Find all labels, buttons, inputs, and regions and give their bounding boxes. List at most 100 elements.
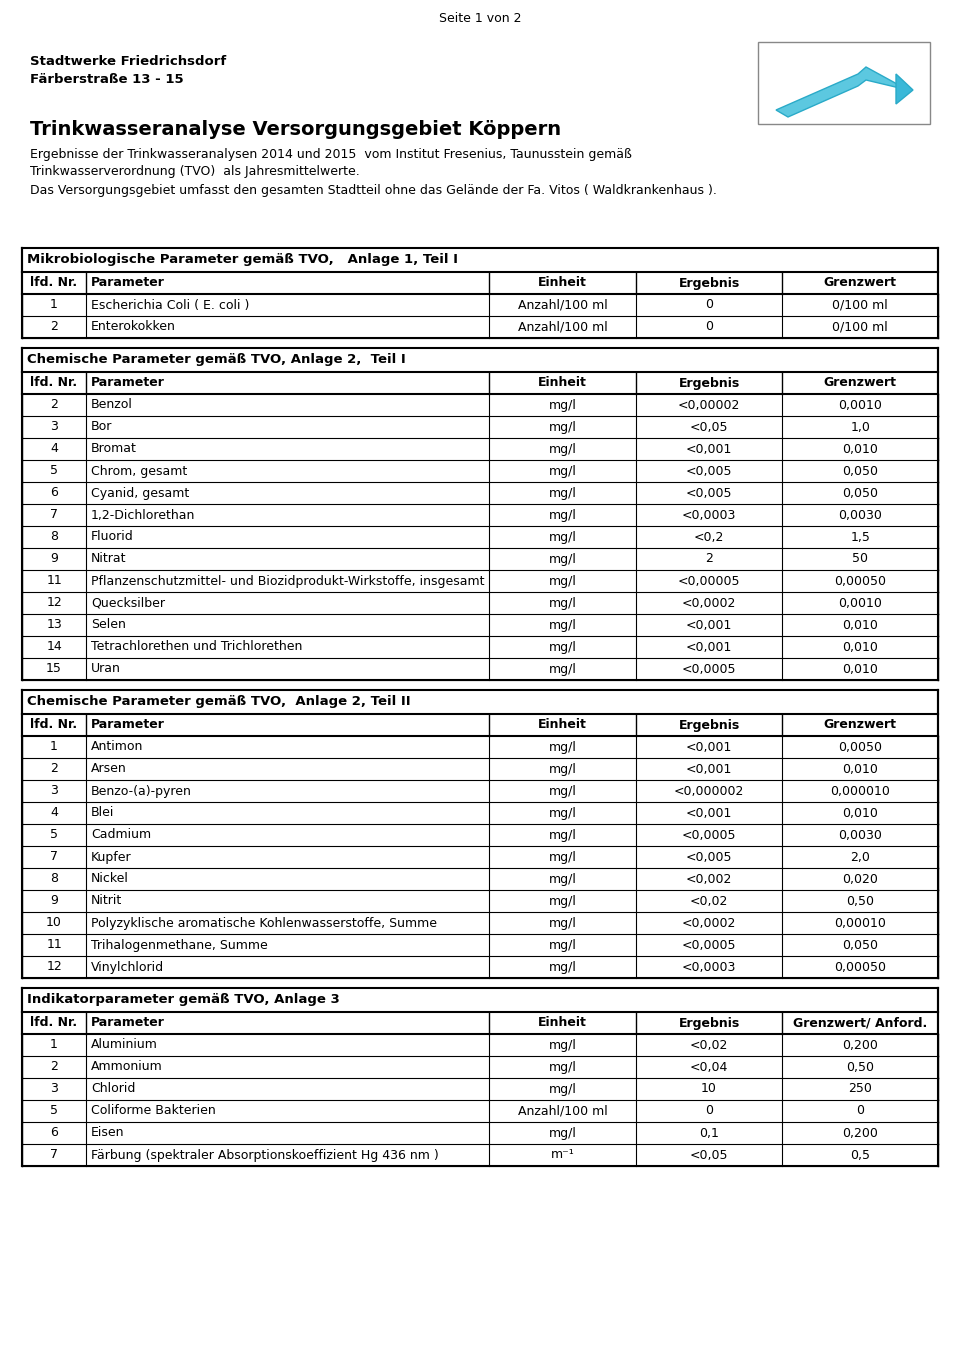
Text: <0,00005: <0,00005 bbox=[678, 575, 740, 587]
Bar bbox=[22, 690, 938, 713]
Text: <0,002: <0,002 bbox=[685, 872, 732, 886]
Text: <0,001: <0,001 bbox=[685, 762, 732, 776]
Text: 50: 50 bbox=[852, 553, 868, 565]
Text: <0,0003: <0,0003 bbox=[682, 961, 736, 973]
Text: <0,00002: <0,00002 bbox=[678, 398, 740, 412]
Text: Parameter: Parameter bbox=[91, 719, 165, 731]
Text: Parameter: Parameter bbox=[91, 1017, 165, 1030]
Text: 7: 7 bbox=[50, 508, 58, 522]
Text: 1: 1 bbox=[50, 741, 58, 753]
Text: Pflanzenschutzmittel- und Biozidprodukt-Wirkstoffe, insgesamt: Pflanzenschutzmittel- und Biozidprodukt-… bbox=[91, 575, 485, 587]
Text: <0,0003: <0,0003 bbox=[682, 508, 736, 522]
Text: 2: 2 bbox=[50, 762, 58, 776]
Text: 0,010: 0,010 bbox=[842, 443, 878, 455]
Text: mg/l: mg/l bbox=[548, 939, 576, 951]
Text: 0,010: 0,010 bbox=[842, 640, 878, 654]
Text: 0,00050: 0,00050 bbox=[834, 575, 886, 587]
Text: 0,010: 0,010 bbox=[842, 662, 878, 675]
Text: 2: 2 bbox=[50, 1060, 58, 1074]
Text: Escherichia Coli ( E. coli ): Escherichia Coli ( E. coli ) bbox=[91, 299, 250, 311]
Text: <0,001: <0,001 bbox=[685, 618, 732, 632]
Text: <0,001: <0,001 bbox=[685, 806, 732, 819]
Text: Einheit: Einheit bbox=[538, 276, 587, 289]
Text: 0,0030: 0,0030 bbox=[838, 829, 882, 841]
Text: Färbung (spektraler Absorptionskoeffizient Hg 436 nm ): Färbung (spektraler Absorptionskoeffizie… bbox=[91, 1148, 439, 1162]
Text: Seite 1 von 2: Seite 1 von 2 bbox=[439, 12, 521, 24]
Text: Anzahl/100 ml: Anzahl/100 ml bbox=[517, 299, 608, 311]
Text: 3: 3 bbox=[50, 1083, 58, 1095]
Text: 2: 2 bbox=[50, 398, 58, 412]
Text: 4: 4 bbox=[50, 806, 58, 819]
Text: mg/l: mg/l bbox=[548, 872, 576, 886]
Text: 0,000010: 0,000010 bbox=[830, 784, 890, 798]
Text: mg/l: mg/l bbox=[548, 508, 576, 522]
Text: Das Versorgungsgebiet umfasst den gesamten Stadtteil ohne das Gelände der Fa. Vi: Das Versorgungsgebiet umfasst den gesamt… bbox=[30, 183, 717, 197]
Bar bbox=[22, 988, 938, 1012]
Text: mg/l: mg/l bbox=[548, 618, 576, 632]
Text: mg/l: mg/l bbox=[548, 465, 576, 477]
Text: 7: 7 bbox=[50, 1148, 58, 1162]
Text: Enterokokken: Enterokokken bbox=[91, 321, 176, 333]
Text: Grenzwert: Grenzwert bbox=[824, 719, 897, 731]
Text: Bromat: Bromat bbox=[91, 443, 137, 455]
Text: 3: 3 bbox=[50, 420, 58, 434]
Text: <0,02: <0,02 bbox=[690, 1038, 729, 1052]
Text: Grenzwert/ Anford.: Grenzwert/ Anford. bbox=[793, 1017, 927, 1030]
Text: <0,0002: <0,0002 bbox=[682, 916, 736, 930]
Text: Ammonium: Ammonium bbox=[91, 1060, 163, 1074]
Text: 10: 10 bbox=[46, 916, 62, 930]
Text: <0,0005: <0,0005 bbox=[682, 662, 736, 675]
Text: mg/l: mg/l bbox=[548, 597, 576, 609]
Text: mg/l: mg/l bbox=[548, 1038, 576, 1052]
Text: Cadmium: Cadmium bbox=[91, 829, 152, 841]
Text: Stadtwerke Friedrichsdorf: Stadtwerke Friedrichsdorf bbox=[30, 54, 227, 68]
Text: Anzahl/100 ml: Anzahl/100 ml bbox=[517, 1105, 608, 1117]
Text: Grenzwert: Grenzwert bbox=[824, 376, 897, 390]
Text: Ergebnisse der Trinkwasseranalysen 2014 und 2015  vom Institut Fresenius, Taunus: Ergebnisse der Trinkwasseranalysen 2014 … bbox=[30, 148, 632, 160]
Text: Chlorid: Chlorid bbox=[91, 1083, 135, 1095]
Text: 2: 2 bbox=[705, 553, 713, 565]
Text: 0,010: 0,010 bbox=[842, 806, 878, 819]
Text: Anzahl/100 ml: Anzahl/100 ml bbox=[517, 321, 608, 333]
Text: Ergebnis: Ergebnis bbox=[679, 719, 739, 731]
Text: <0,005: <0,005 bbox=[685, 851, 732, 863]
Text: Nickel: Nickel bbox=[91, 872, 129, 886]
Text: 0,0010: 0,0010 bbox=[838, 398, 882, 412]
Text: Arsen: Arsen bbox=[91, 762, 127, 776]
Text: 2: 2 bbox=[50, 321, 58, 333]
Text: 4: 4 bbox=[50, 443, 58, 455]
Text: Blei: Blei bbox=[91, 806, 114, 819]
Text: Fluorid: Fluorid bbox=[91, 530, 133, 544]
Text: Aluminium: Aluminium bbox=[91, 1038, 158, 1052]
Text: Färberstraße 13 - 15: Färberstraße 13 - 15 bbox=[30, 73, 183, 86]
Text: Nitrat: Nitrat bbox=[91, 553, 127, 565]
Bar bbox=[22, 247, 938, 272]
Text: 14: 14 bbox=[46, 640, 62, 654]
Text: Vinylchlorid: Vinylchlorid bbox=[91, 961, 164, 973]
Text: <0,001: <0,001 bbox=[685, 443, 732, 455]
Text: mg/l: mg/l bbox=[548, 1083, 576, 1095]
Text: 0,010: 0,010 bbox=[842, 618, 878, 632]
Text: lfd. Nr.: lfd. Nr. bbox=[31, 376, 78, 390]
Text: Trinkwasseranalyse Versorgungsgebiet Köppern: Trinkwasseranalyse Versorgungsgebiet Köp… bbox=[30, 120, 562, 139]
Text: mg/l: mg/l bbox=[548, 851, 576, 863]
Text: 0: 0 bbox=[705, 1105, 713, 1117]
Text: Bor: Bor bbox=[91, 420, 112, 434]
Text: mg/l: mg/l bbox=[548, 575, 576, 587]
Text: 0,50: 0,50 bbox=[846, 894, 875, 908]
Text: Selen: Selen bbox=[91, 618, 126, 632]
Text: Indikatorparameter gemäß TVO, Anlage 3: Indikatorparameter gemäß TVO, Anlage 3 bbox=[27, 993, 340, 1007]
Text: 0,1: 0,1 bbox=[699, 1127, 719, 1139]
Text: Kupfer: Kupfer bbox=[91, 851, 132, 863]
Text: Parameter: Parameter bbox=[91, 376, 165, 390]
Text: <0,05: <0,05 bbox=[689, 1148, 729, 1162]
Text: 8: 8 bbox=[50, 872, 58, 886]
Text: 9: 9 bbox=[50, 894, 58, 908]
Text: 5: 5 bbox=[50, 1105, 58, 1117]
Text: 13: 13 bbox=[46, 618, 62, 632]
Text: 0,200: 0,200 bbox=[842, 1038, 878, 1052]
Text: <0,04: <0,04 bbox=[690, 1060, 729, 1074]
Text: 0,050: 0,050 bbox=[842, 487, 878, 500]
Text: Ergebnis: Ergebnis bbox=[679, 276, 739, 289]
Text: 0,050: 0,050 bbox=[842, 465, 878, 477]
